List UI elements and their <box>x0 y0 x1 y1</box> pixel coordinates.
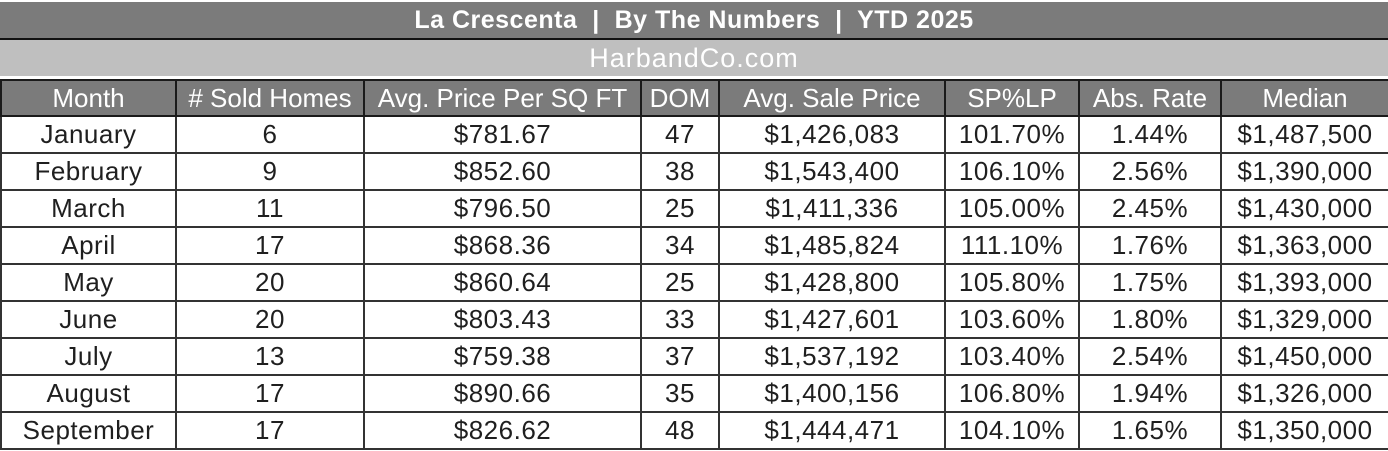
header-cell: Abs. Rate <box>1078 79 1222 117</box>
value-cell: 1.44% <box>1078 115 1222 154</box>
value-cell: 2.45% <box>1078 189 1222 228</box>
table-row: January 6 $781.67 47 $1,426,083 101.70% 1.44% $… <box>0 115 1388 154</box>
value-cell: $1,428,800 <box>718 263 946 302</box>
value-cell: 37 <box>640 337 720 376</box>
value-cell: 47 <box>640 115 720 154</box>
report-title: La Crescenta | By The Numbers | YTD 2025 <box>414 5 974 34</box>
value-cell: $1,485,824 <box>718 226 946 265</box>
value-cell: 106.80% <box>944 374 1080 413</box>
value-cell: 103.40% <box>944 337 1080 376</box>
value-cell: 11 <box>175 189 365 228</box>
value-cell: $1,390,000 <box>1220 152 1388 191</box>
value-cell: $1,543,400 <box>718 152 946 191</box>
value-cell: 38 <box>640 152 720 191</box>
value-cell: $803.43 <box>363 300 642 339</box>
table-header-row: Month # Sold Homes Avg. Price Per SQ FT DOM… <box>0 79 1388 117</box>
month-cell: February <box>0 152 177 191</box>
month-cell: August <box>0 374 177 413</box>
value-cell: $1,444,471 <box>718 411 946 450</box>
value-cell: 2.54% <box>1078 337 1222 376</box>
value-cell: 25 <box>640 189 720 228</box>
value-cell: $1,427,601 <box>718 300 946 339</box>
value-cell: 2.56% <box>1078 152 1222 191</box>
table-row: June 20 $803.43 33 $1,427,601 103.60% 1.80% $1,… <box>0 300 1388 339</box>
value-cell: 48 <box>640 411 720 450</box>
value-cell: 6 <box>175 115 365 154</box>
value-cell: $1,537,192 <box>718 337 946 376</box>
table-row: August 17 $890.66 35 $1,400,156 106.80% 1.94% $… <box>0 374 1388 413</box>
value-cell: $860.64 <box>363 263 642 302</box>
value-cell: 1.65% <box>1078 411 1222 450</box>
header-cell: # Sold Homes <box>175 79 365 117</box>
value-cell: $852.60 <box>363 152 642 191</box>
header-cell: DOM <box>640 79 720 117</box>
value-cell: 101.70% <box>944 115 1080 154</box>
value-cell: 103.60% <box>944 300 1080 339</box>
stats-table: Month # Sold Homes Avg. Price Per SQ FT DOM… <box>0 79 1388 450</box>
value-cell: $1,400,156 <box>718 374 946 413</box>
value-cell: 104.10% <box>944 411 1080 450</box>
month-cell: September <box>0 411 177 450</box>
value-cell: $826.62 <box>363 411 642 450</box>
value-cell: $1,430,000 <box>1220 189 1388 228</box>
value-cell: $1,363,000 <box>1220 226 1388 265</box>
month-cell: January <box>0 115 177 154</box>
header-cell: Month <box>0 79 177 117</box>
header-cell: Median <box>1220 79 1388 117</box>
value-cell: $781.67 <box>363 115 642 154</box>
value-cell: $1,487,500 <box>1220 115 1388 154</box>
value-cell: $796.50 <box>363 189 642 228</box>
value-cell: $1,393,000 <box>1220 263 1388 302</box>
month-cell: April <box>0 226 177 265</box>
table-row: April 17 $868.36 34 $1,485,824 111.10% 1.76% $1… <box>0 226 1388 265</box>
month-cell: March <box>0 189 177 228</box>
title-bar: La Crescenta | By The Numbers | YTD 2025 <box>0 2 1388 40</box>
table-row: September 17 $826.62 48 $1,444,471 104.10% 1.6… <box>0 411 1388 450</box>
value-cell: $1,450,000 <box>1220 337 1388 376</box>
month-cell: June <box>0 300 177 339</box>
header-cell: SP%LP <box>944 79 1080 117</box>
table-row: February 9 $852.60 38 $1,543,400 106.10% 2.56%… <box>0 152 1388 191</box>
value-cell: 13 <box>175 337 365 376</box>
value-cell: 1.76% <box>1078 226 1222 265</box>
value-cell: 111.10% <box>944 226 1080 265</box>
value-cell: $1,426,083 <box>718 115 946 154</box>
value-cell: 20 <box>175 263 365 302</box>
month-cell: July <box>0 337 177 376</box>
value-cell: 1.80% <box>1078 300 1222 339</box>
value-cell: $1,411,336 <box>718 189 946 228</box>
value-cell: 17 <box>175 411 365 450</box>
value-cell: 106.10% <box>944 152 1080 191</box>
value-cell: 20 <box>175 300 365 339</box>
value-cell: $759.38 <box>363 337 642 376</box>
value-cell: 33 <box>640 300 720 339</box>
value-cell: $1,326,000 <box>1220 374 1388 413</box>
value-cell: 25 <box>640 263 720 302</box>
value-cell: 1.94% <box>1078 374 1222 413</box>
table-row: May 20 $860.64 25 $1,428,800 105.80% 1.75% $1,3… <box>0 263 1388 302</box>
value-cell: $1,350,000 <box>1220 411 1388 450</box>
header-cell: Avg. Sale Price <box>718 79 946 117</box>
value-cell: 35 <box>640 374 720 413</box>
value-cell: 105.00% <box>944 189 1080 228</box>
value-cell: $1,329,000 <box>1220 300 1388 339</box>
value-cell: 105.80% <box>944 263 1080 302</box>
website-bar: HarbandCo.com <box>0 40 1388 76</box>
month-cell: May <box>0 263 177 302</box>
table-body: January 6 $781.67 47 $1,426,083 101.70% 1.44% $… <box>0 115 1388 450</box>
value-cell: 34 <box>640 226 720 265</box>
header-cell: Avg. Price Per SQ FT <box>363 79 642 117</box>
value-cell: 9 <box>175 152 365 191</box>
table-row: March 11 $796.50 25 $1,411,336 105.00% 2.45% $1… <box>0 189 1388 228</box>
value-cell: 17 <box>175 374 365 413</box>
value-cell: 17 <box>175 226 365 265</box>
value-cell: $890.66 <box>363 374 642 413</box>
value-cell: 1.75% <box>1078 263 1222 302</box>
website-text: HarbandCo.com <box>589 42 799 73</box>
table-row: July 13 $759.38 37 $1,537,192 103.40% 2.54% $1,… <box>0 337 1388 376</box>
value-cell: $868.36 <box>363 226 642 265</box>
